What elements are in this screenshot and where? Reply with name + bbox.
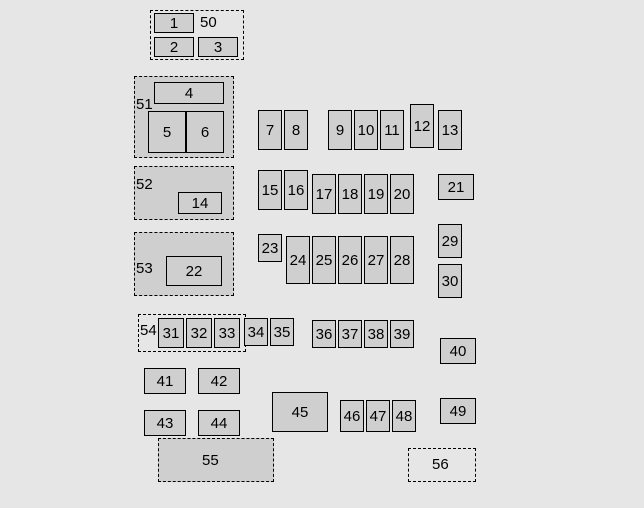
fuse-40: 40 [440, 338, 476, 364]
fuse-8: 8 [284, 110, 308, 150]
group-55-label: 55 [202, 452, 219, 469]
fuse-46: 46 [340, 400, 364, 432]
fuse-29: 29 [438, 224, 462, 258]
fuse-3: 3 [198, 37, 238, 57]
fuse-14: 14 [178, 192, 222, 214]
fuse-13: 13 [438, 110, 462, 150]
fuse-38: 38 [364, 320, 388, 348]
fuse-42: 42 [198, 368, 240, 394]
fuse-4: 4 [154, 82, 224, 104]
fuse-12: 12 [410, 104, 434, 148]
fuse-11: 11 [380, 110, 404, 150]
fuse-9: 9 [328, 110, 352, 150]
fuse-41: 41 [144, 368, 186, 394]
fuse-36: 36 [312, 320, 336, 348]
group-54-label: 54 [140, 322, 157, 339]
fuse-28: 28 [390, 236, 414, 284]
fuse-25: 25 [312, 236, 336, 284]
fuse-16: 16 [284, 170, 308, 210]
fuse-17: 17 [312, 174, 336, 214]
group-56-label: 56 [432, 456, 449, 473]
fuse-6: 6 [186, 111, 224, 153]
fuse-27: 27 [364, 236, 388, 284]
fuse-23: 23 [258, 234, 282, 262]
fuse-19: 19 [364, 174, 388, 214]
fuse-43: 43 [144, 410, 186, 436]
fuse-18: 18 [338, 174, 362, 214]
fuse-30: 30 [438, 264, 462, 298]
fuse-22: 22 [166, 256, 222, 286]
fuse-33: 33 [214, 318, 240, 348]
fuse-35: 35 [270, 318, 294, 346]
fuse-26: 26 [338, 236, 362, 284]
fuse-7: 7 [258, 110, 282, 150]
fuse-48: 48 [392, 400, 416, 432]
fuse-32: 32 [186, 318, 212, 348]
fuse-20: 20 [390, 174, 414, 214]
fuse-5: 5 [148, 111, 186, 153]
fuse-34: 34 [244, 318, 268, 346]
group-53-label: 53 [136, 260, 153, 277]
fuse-10: 10 [354, 110, 378, 150]
fuse-1: 1 [154, 13, 194, 33]
fuse-44: 44 [198, 410, 240, 436]
fuse-2: 2 [154, 37, 194, 57]
fuse-box-diagram: 50 51 52 53 54 55 56 1 2 3 4 5 6 7 8 9 1… [0, 0, 644, 508]
fuse-39: 39 [390, 320, 414, 348]
fuse-45: 45 [272, 392, 328, 432]
group-52-label: 52 [136, 176, 153, 193]
fuse-49: 49 [440, 398, 476, 424]
group-50-label: 50 [200, 14, 217, 31]
fuse-24: 24 [286, 236, 310, 284]
fuse-21: 21 [438, 174, 474, 200]
fuse-31: 31 [158, 318, 184, 348]
fuse-15: 15 [258, 170, 282, 210]
fuse-47: 47 [366, 400, 390, 432]
fuse-37: 37 [338, 320, 362, 348]
